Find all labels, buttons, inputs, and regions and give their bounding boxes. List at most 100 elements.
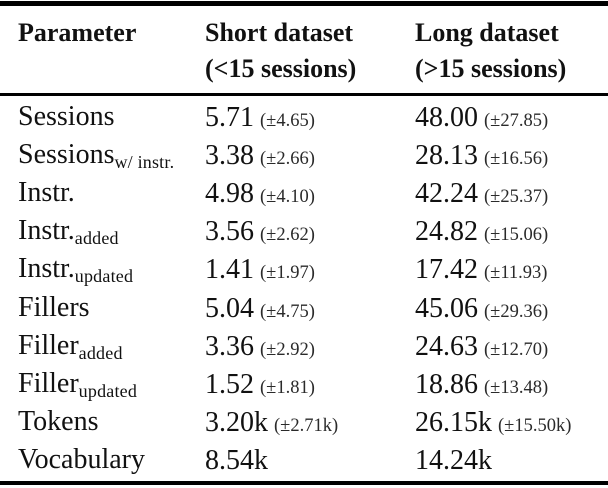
table-row: Sessions 5.71 (±4.65) 48.00 (±27.85) [0,99,608,137]
param-name: Fillers [18,291,90,323]
table-header-rule [0,93,608,96]
mean-value: 1.41 [205,254,254,286]
short-value-cell: 1.41 (±1.97) [205,254,415,286]
short-value-cell: 3.38 (±2.66) [205,140,415,172]
param-name: Sessions [18,101,115,133]
header-long-dataset: Long dataset (>15 sessions) [415,15,608,87]
header-long-dataset-label: Long dataset [415,18,559,47]
long-value-cell: 48.00 (±27.85) [415,102,608,134]
std-dev-value: (±11.93) [484,263,548,284]
header-parameter-label: Parameter [18,18,137,47]
mean-value: 3.20k [205,406,268,438]
param-name: Sessions [18,139,115,171]
long-value-cell: 24.63 (±12.70) [415,331,608,363]
param-cell: Fillerupdated [18,368,205,402]
mean-value: 48.00 [415,102,478,134]
param-subscript: w/ instr. [114,152,175,173]
short-value-cell: 3.56 (±2.62) [205,216,415,248]
param-name: Instr. [18,215,75,247]
param-name: Instr. [18,253,75,285]
table-row: Sessionsw/ instr. 3.38 (±2.66) 28.13 (±16.… [0,137,608,175]
table-bottom-rule [0,481,608,485]
std-dev-value: (±12.70) [484,339,549,360]
mean-value: 24.63 [415,330,478,362]
std-dev-value: (±1.97) [260,263,315,284]
mean-value: 3.38 [205,140,254,172]
header-parameter: Parameter [18,15,205,87]
std-dev-value: (±2.66) [260,149,315,170]
param-cell: Sessions [18,101,205,135]
param-name: Filler [18,329,79,361]
mean-value: 5.04 [205,292,254,324]
table-row: Instr.added 3.56 (±2.62) 24.82 (±15.06) [0,213,608,251]
short-value-cell: 5.71 (±4.65) [205,102,415,134]
table-row: Fillers 5.04 (±4.75) 45.06 (±29.36) [0,289,608,327]
mean-value: 5.71 [205,102,254,134]
param-cell: Vocabulary [18,444,205,478]
long-value-cell: 26.15k (±15.50k) [415,407,608,439]
header-short-dataset-sublabel: (<15 sessions) [205,54,357,83]
table-row: Tokens 3.20k (±2.71k) 26.15k (±15.50k) [0,404,608,442]
mean-value: 14.24k [415,444,492,476]
std-dev-value: (±27.85) [484,111,549,132]
param-name: Filler [18,367,79,399]
std-dev-value: (±2.62) [260,225,315,246]
param-name: Tokens [18,405,99,437]
table-row: Fillerupdated 1.52 (±1.81) 18.86 (±13.48) [0,366,608,404]
long-value-cell: 24.82 (±15.06) [415,216,608,248]
param-name: Vocabulary [18,443,145,475]
param-subscript: updated [74,266,134,287]
short-value-cell: 1.52 (±1.81) [205,369,415,401]
table-header-row: Parameter Short dataset (<15 sessions) L… [0,15,608,87]
table-row: Instr. 4.98 (±4.10) 42.24 (±25.37) [0,175,608,213]
mean-value: 1.52 [205,368,254,400]
long-value-cell: 45.06 (±29.36) [415,293,608,325]
short-value-cell: 8.54k [205,445,415,477]
std-dev-value: (±15.06) [484,225,549,246]
short-value-cell: 5.04 (±4.75) [205,293,415,325]
param-cell: Instr.added [18,215,205,249]
std-dev-value: (±25.37) [484,187,549,208]
std-dev-value: (±29.36) [484,301,549,322]
table-row: Filleradded 3.36 (±2.92) 24.63 (±12.70) [0,328,608,366]
std-dev-value: (±4.75) [260,301,315,322]
short-value-cell: 4.98 (±4.10) [205,178,415,210]
std-dev-value: (±13.48) [484,377,549,398]
long-value-cell: 14.24k [415,445,608,477]
mean-value: 3.36 [205,330,254,362]
std-dev-value: (±4.10) [260,187,315,208]
long-value-cell: 17.42 (±11.93) [415,254,608,286]
param-subscript: added [74,228,119,249]
header-short-dataset: Short dataset (<15 sessions) [205,15,415,87]
std-dev-value: (±1.81) [260,377,315,398]
mean-value: 4.98 [205,178,254,210]
param-subscript: added [78,342,123,363]
mean-value: 45.06 [415,292,478,324]
std-dev-value: (±15.50k) [498,415,572,436]
std-dev-value: (±4.65) [260,111,315,132]
param-cell: Filleradded [18,330,205,364]
mean-value: 28.13 [415,140,478,172]
mean-value: 3.56 [205,216,254,248]
param-subscript: updated [78,380,138,401]
long-value-cell: 42.24 (±25.37) [415,178,608,210]
header-long-dataset-sublabel: (>15 sessions) [415,54,567,83]
std-dev-value: (±16.56) [484,149,549,170]
std-dev-value: (±2.92) [260,339,315,360]
table-top-rule [0,1,608,6]
param-cell: Sessionsw/ instr. [18,139,205,173]
param-cell: Instr.updated [18,253,205,287]
mean-value: 17.42 [415,254,478,286]
param-cell: Instr. [18,177,205,211]
header-short-dataset-label: Short dataset [205,18,354,47]
param-cell: Tokens [18,406,205,440]
table-body: Sessions 5.71 (±4.65) 48.00 (±27.85) Sessi… [0,99,608,480]
short-value-cell: 3.20k (±2.71k) [205,407,415,439]
mean-value: 24.82 [415,216,478,248]
param-cell: Fillers [18,292,205,326]
param-name: Instr. [18,177,75,209]
long-value-cell: 18.86 (±13.48) [415,369,608,401]
mean-value: 26.15k [415,406,492,438]
mean-value: 8.54k [205,444,268,476]
